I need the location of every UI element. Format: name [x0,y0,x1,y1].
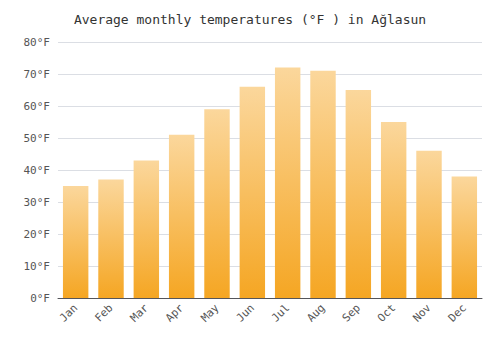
svg-text:Apr: Apr [163,301,186,324]
svg-text:Oct: Oct [375,301,398,324]
svg-text:30°F: 30°F [24,196,51,209]
svg-text:Jan: Jan [57,301,80,324]
svg-text:Nov: Nov [410,301,433,324]
svg-text:70°F: 70°F [24,68,51,81]
svg-text:80°F: 80°F [24,36,51,49]
svg-text:Sep: Sep [340,301,363,324]
svg-text:50°F: 50°F [24,132,51,145]
svg-text:Jun: Jun [234,301,257,324]
svg-text:40°F: 40°F [24,164,51,177]
svg-text:Average monthly temperatures (: Average monthly temperatures (°F ) in Ağ… [74,12,426,27]
svg-text:Dec: Dec [446,301,469,324]
svg-text:0°F: 0°F [30,292,50,305]
svg-text:Feb: Feb [92,301,115,324]
svg-text:60°F: 60°F [24,100,51,113]
svg-text:Aug: Aug [304,301,327,324]
svg-text:Jul: Jul [269,301,292,324]
svg-text:10°F: 10°F [24,260,51,273]
svg-text:20°F: 20°F [24,228,51,241]
svg-text:May: May [198,301,221,324]
svg-text:Mar: Mar [128,301,151,324]
